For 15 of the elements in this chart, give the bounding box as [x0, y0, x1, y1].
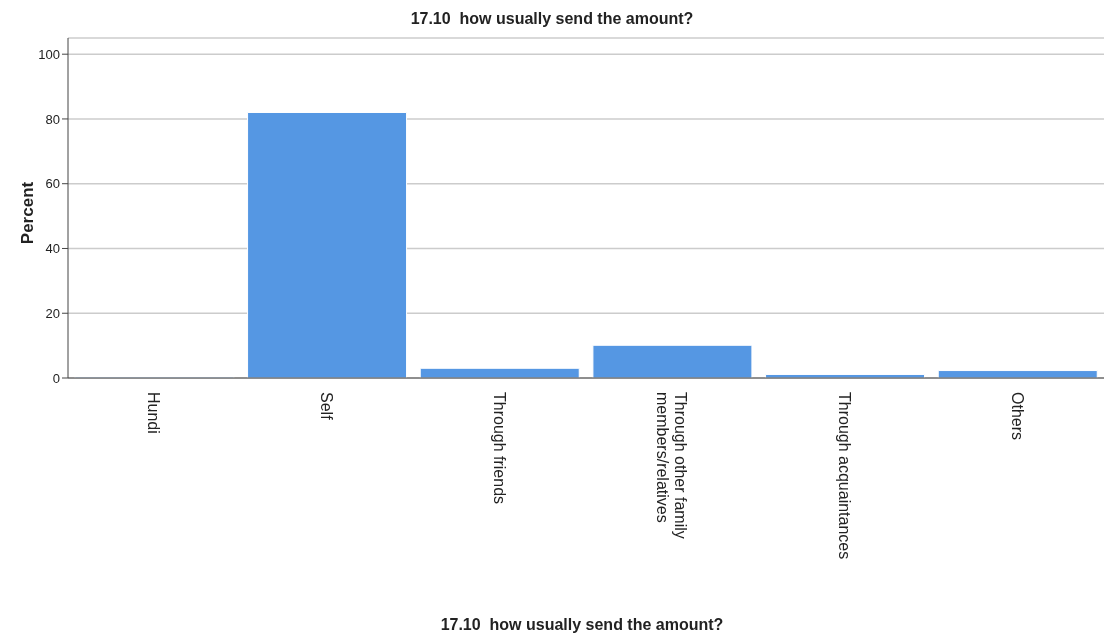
x-axis-title: 17.10 how usually send the amount?: [439, 616, 725, 634]
x-tick-label: Through acquaintances: [836, 392, 853, 560]
y-tick-label: 20: [45, 305, 60, 321]
x-tick-label: Through friends: [490, 392, 508, 505]
x-tick-label: Others: [1008, 392, 1026, 441]
y-tick-label: 40: [45, 241, 60, 257]
x-tick-label: Hundi: [145, 392, 163, 434]
y-tick-label: 60: [45, 176, 60, 192]
x-tick-label: Through other family members/relatives: [654, 392, 690, 539]
y-tick-label: 100: [38, 46, 60, 62]
chart-title: 17.10 how usually send the amount?: [409, 10, 695, 28]
y-tick-label: 0: [52, 370, 60, 386]
y-axis-title: Percent: [18, 181, 38, 245]
y-tick-label: 80: [45, 111, 60, 127]
x-tick-label: Self: [318, 392, 335, 421]
